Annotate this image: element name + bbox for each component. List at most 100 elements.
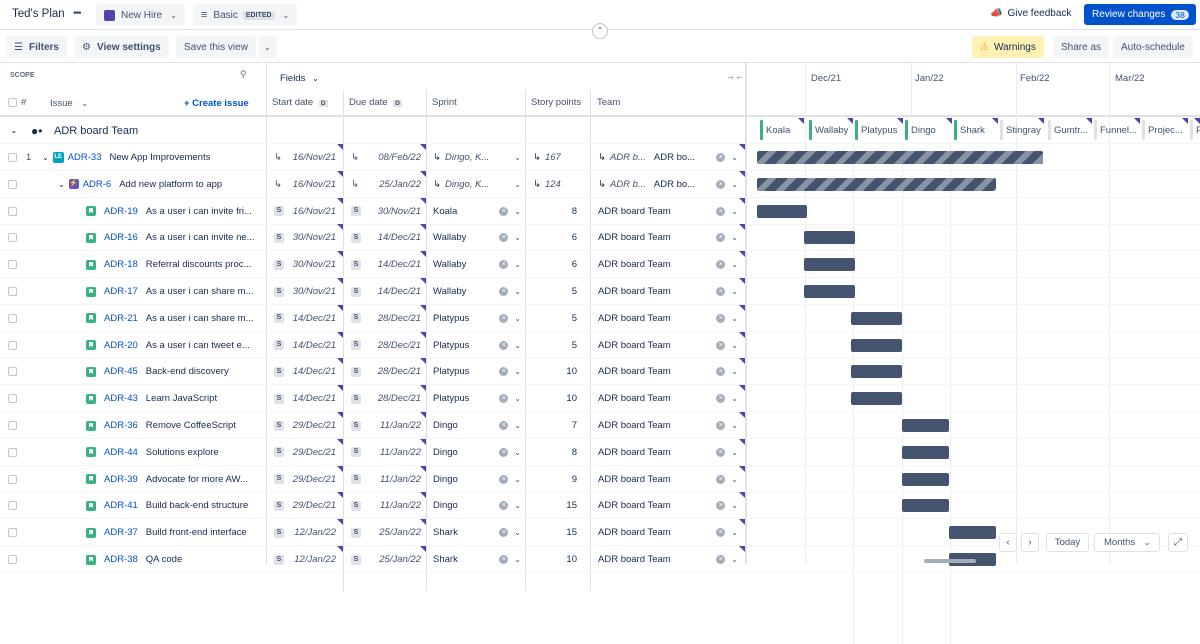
issue-cell[interactable]: ADR-45 Back-end discovery <box>86 358 256 385</box>
clear-icon[interactable]: × <box>499 421 509 430</box>
row-checkbox[interactable] <box>8 313 17 323</box>
table-row[interactable]: ADR-37 Build front-end interface S 12/Jan/2… <box>0 519 1200 547</box>
chevron-down-icon[interactable]: ⌄ <box>731 233 738 243</box>
row-checkbox[interactable] <box>8 179 17 189</box>
share-as-button[interactable]: Share as <box>1053 36 1110 58</box>
clear-icon[interactable]: × <box>716 528 726 538</box>
issue-key[interactable]: ADR-41 <box>104 500 138 512</box>
table-row[interactable]: ADR-45 Back-end discovery S 14/Dec/21 S 28/De… <box>0 358 1200 386</box>
sprint-cell[interactable]: Shark × ⌄ <box>433 519 521 546</box>
chevron-down-icon[interactable]: ⌄ <box>514 447 521 457</box>
issue-key[interactable]: ADR-6 <box>82 178 112 190</box>
scroll-next-button[interactable]: › <box>1021 533 1039 552</box>
team-cell[interactable]: ADR board Team × ⌄ <box>598 305 738 332</box>
sprint-cell[interactable]: Platypus × ⌄ <box>433 385 521 412</box>
clear-icon[interactable]: × <box>499 555 509 564</box>
issue-key[interactable]: ADR-37 <box>104 527 138 539</box>
team-cell[interactable]: ↳ ADR b... ADR bo... × ⌄ <box>598 171 738 198</box>
chevron-down-icon[interactable]: ⌄ <box>731 474 738 484</box>
timeline-bar[interactable] <box>757 204 807 218</box>
start-date-cell[interactable]: S 30/Nov/21 <box>274 224 340 251</box>
start-date-header[interactable]: Start date D <box>272 97 328 108</box>
sprint-cell[interactable]: ↳ Dingo, K... ⌄ <box>433 144 521 171</box>
chevron-down-icon[interactable]: ⌄ <box>731 367 738 377</box>
story-points-cell[interactable]: 10 <box>533 358 587 385</box>
chevron-down-icon[interactable]: ⌄ <box>731 555 738 564</box>
due-date-cell[interactable]: S 30/Nov/21 <box>351 198 423 225</box>
row-checkbox[interactable] <box>8 233 17 243</box>
row-checkbox[interactable] <box>8 153 17 162</box>
table-row[interactable]: ADR-16 As a user i can invite ne... S 30/No… <box>0 224 1200 252</box>
row-checkbox[interactable] <box>8 528 17 538</box>
sprint-chip[interactable]: Projec... <box>1142 118 1188 142</box>
clear-icon[interactable]: × <box>716 340 726 350</box>
sprint-chip[interactable]: Koala <box>760 118 804 142</box>
row-checkbox[interactable] <box>8 260 17 270</box>
table-row[interactable]: ADR-17 As a user i can share m... S 30/Nov/… <box>0 278 1200 305</box>
timeline-bar[interactable] <box>902 445 949 459</box>
auto-schedule-button[interactable]: Auto-schedule <box>1113 36 1193 58</box>
sprint-chip[interactable]: Funnel... <box>1094 118 1140 142</box>
issue-cell[interactable]: ADR-39 Advocate for more AW... <box>86 466 256 493</box>
clear-icon[interactable]: × <box>716 287 726 296</box>
clear-icon[interactable]: × <box>499 260 509 270</box>
fields-dropdown[interactable]: Fields ⌄ <box>280 73 319 84</box>
sprint-chip[interactable]: Dingo <box>905 118 952 142</box>
sprint-cell[interactable]: Dingo × ⌄ <box>433 492 521 519</box>
table-row[interactable]: ADR-36 Remove CoffeeScript S 29/Dec/21 S 11/J… <box>0 412 1200 439</box>
issue-cell[interactable]: ⌄ ⚡ ADR-6 Add new platform to app <box>58 171 268 198</box>
clear-icon[interactable]: × <box>716 233 726 243</box>
group-toggle[interactable]: ⌄ <box>10 125 18 135</box>
clear-icon[interactable]: × <box>716 555 726 564</box>
due-date-cell[interactable]: S 14/Dec/21 <box>351 251 423 278</box>
team-cell[interactable]: ADR board Team × ⌄ <box>598 412 738 439</box>
due-date-cell[interactable]: S 14/Dec/21 <box>351 278 423 305</box>
horizontal-scrollbar[interactable] <box>924 559 976 563</box>
sprint-cell[interactable]: Koala × ⌄ <box>433 198 521 225</box>
clear-icon[interactable]: × <box>499 313 509 323</box>
plan-title[interactable]: Ted's Plan <box>12 8 65 20</box>
sprint-cell[interactable]: Wallaby × ⌄ <box>433 278 521 305</box>
more-actions-button[interactable]: ••• <box>73 8 81 19</box>
team-cell[interactable]: ADR board Team × ⌄ <box>598 224 738 251</box>
row-checkbox[interactable] <box>8 421 17 430</box>
start-date-cell[interactable]: S 12/Jan/22 <box>274 546 340 573</box>
collapse-header-button[interactable]: ⌃ <box>592 23 608 39</box>
issue-cell[interactable]: ADR-16 As a user i can invite ne... <box>86 224 256 251</box>
chevron-down-icon[interactable]: ⌄ <box>514 153 521 162</box>
chevron-down-icon[interactable]: ⌄ <box>514 313 521 323</box>
issue-cell[interactable]: ADR-36 Remove CoffeeScript <box>86 412 256 439</box>
clear-icon[interactable]: × <box>499 206 509 216</box>
team-cell[interactable]: ADR board Team × ⌄ <box>598 492 738 519</box>
issue-key[interactable]: ADR-39 <box>104 473 138 485</box>
issue-key[interactable]: ADR-38 <box>104 554 138 565</box>
fullscreen-icon[interactable]: ⤢ <box>1168 533 1188 552</box>
team-cell[interactable]: ADR board Team × ⌄ <box>598 546 738 573</box>
sprint-cell[interactable]: Dingo × ⌄ <box>433 439 521 466</box>
sprint-chip[interactable]: Platypus <box>855 118 903 142</box>
story-points-cell[interactable]: 15 <box>533 492 587 519</box>
team-cell[interactable]: ADR board Team × ⌄ <box>598 439 738 466</box>
chevron-down-icon[interactable]: ⌄ <box>731 179 738 189</box>
review-changes-button[interactable]: Review changes 38 <box>1084 4 1196 25</box>
chevron-down-icon[interactable]: ⌄ <box>514 501 521 511</box>
team-cell[interactable]: ADR board Team × ⌄ <box>598 251 738 278</box>
sprint-cell[interactable]: Platypus × ⌄ <box>433 358 521 385</box>
table-row[interactable]: ⌄ ⚡ ADR-6 Add new platform to app ↳ 16/Nov/21… <box>0 170 1200 198</box>
save-view-dropdown[interactable]: ⌄ <box>258 36 277 58</box>
clear-icon[interactable]: × <box>716 206 726 216</box>
sprint-cell[interactable]: Wallaby × ⌄ <box>433 251 521 278</box>
chevron-down-icon[interactable]: ⌄ <box>731 313 738 323</box>
start-date-cell[interactable]: S 14/Dec/21 <box>274 385 340 412</box>
story-points-cell[interactable]: 8 <box>533 439 587 466</box>
due-date-cell[interactable]: S 25/Jan/22 <box>351 519 423 546</box>
team-cell[interactable]: ADR board Team × ⌄ <box>598 198 738 225</box>
story-points-cell[interactable]: ↳ 124 <box>533 171 587 198</box>
sprint-cell[interactable]: Shark × ⌄ <box>433 546 521 573</box>
start-date-cell[interactable]: S 16/Nov/21 <box>274 198 340 225</box>
start-date-cell[interactable]: S 29/Dec/21 <box>274 412 340 439</box>
scenario-dropdown[interactable]: New Hire ⌄ <box>96 4 185 26</box>
chevron-down-icon[interactable]: ⌄ <box>514 421 521 430</box>
issue-cell[interactable]: ADR-44 Solutions explore <box>86 439 256 466</box>
start-date-cell[interactable]: S 29/Dec/21 <box>274 466 340 493</box>
